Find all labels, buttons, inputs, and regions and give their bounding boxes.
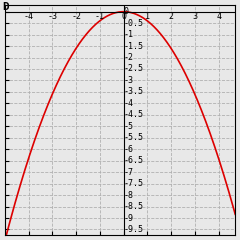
Text: -4: -4 [24,12,34,21]
Text: -7.5: -7.5 [124,179,144,188]
Text: -2.5: -2.5 [124,65,144,73]
Text: -4: -4 [124,99,134,108]
Text: 2: 2 [168,12,174,21]
Text: -8: -8 [124,191,134,200]
Text: -2: -2 [71,12,81,21]
Text: D: D [2,2,9,12]
Text: -9: -9 [124,214,134,222]
Text: -5.5: -5.5 [124,133,144,142]
Text: -1.5: -1.5 [124,42,144,51]
Text: -7: -7 [124,168,134,177]
Text: 0: 0 [121,12,126,21]
Text: -3: -3 [124,76,134,85]
Text: -1: -1 [95,12,105,21]
Text: 3: 3 [192,12,197,21]
Text: -3.5: -3.5 [124,87,144,96]
Text: -0.5: -0.5 [124,19,144,28]
Text: -2: -2 [124,53,134,62]
Text: -3: -3 [47,12,57,21]
Text: -1: -1 [124,30,134,39]
Text: -5: -5 [124,122,134,131]
Text: 0: 0 [124,7,129,16]
Text: 1: 1 [145,12,150,21]
Text: -6: -6 [124,145,134,154]
Text: -6.5: -6.5 [124,156,144,165]
Text: 4: 4 [216,12,221,21]
Text: -8.5: -8.5 [124,202,144,211]
Text: -4.5: -4.5 [124,110,144,119]
Text: -9.5: -9.5 [124,225,144,234]
